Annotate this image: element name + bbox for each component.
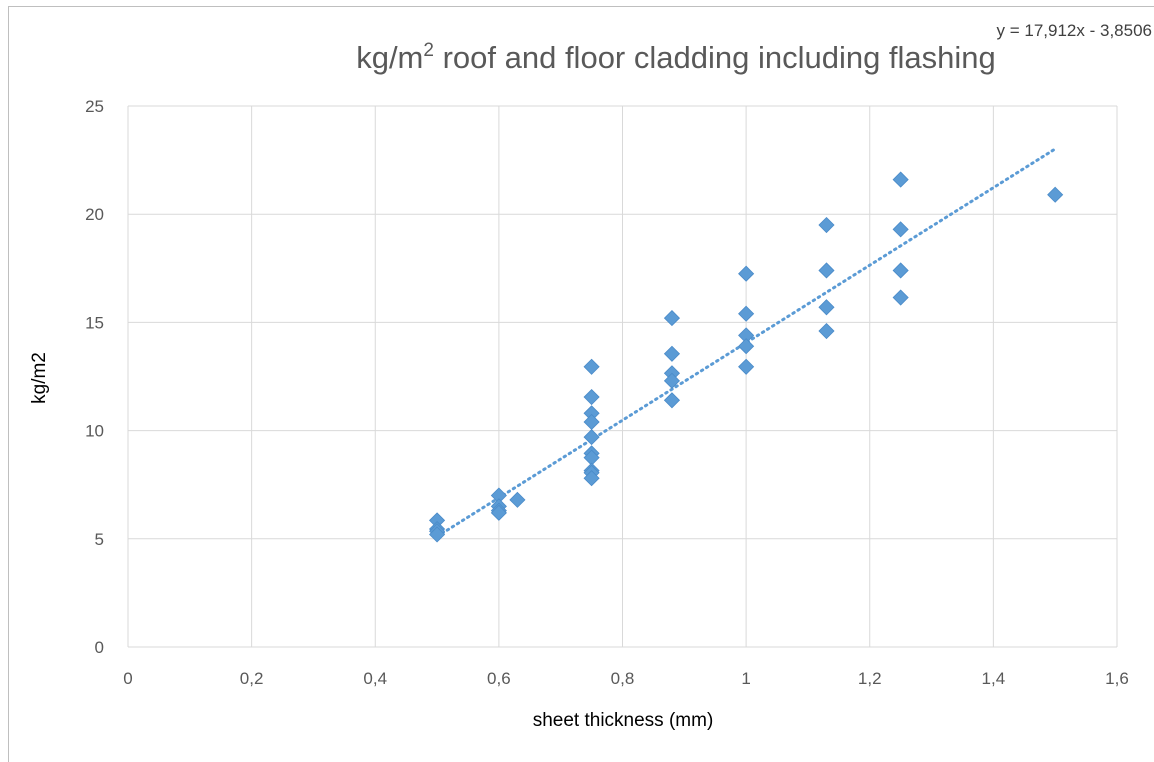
x-tick-label: 0,2 [240,669,264,688]
data-point [892,289,909,306]
data-point [428,526,446,543]
x-tick-label: 0 [123,669,132,688]
chart-title-main: kg/m [356,40,423,75]
data-point [663,310,681,327]
data-point [892,171,909,188]
data-point [509,491,526,508]
chart-frame [8,6,1154,762]
data-point [818,262,835,279]
data-point [892,262,909,279]
data-point [583,388,600,406]
data-point [818,299,835,316]
data-point [583,470,600,487]
data-point [818,216,835,234]
y-tick-label: 0 [95,638,104,657]
data-point [1047,186,1064,203]
data-point [663,392,681,409]
data-point [738,305,755,322]
data-point [738,265,755,282]
trendline-equation-label: y = 17,912x - 3,8506 [997,21,1152,40]
y-tick-label: 20 [85,205,104,224]
data-point [490,504,507,521]
y-tick-label: 25 [85,97,104,116]
gridlines [127,105,1118,648]
data-point [818,322,835,340]
y-tick-label: 10 [85,422,104,441]
y-tick-label: 5 [95,530,104,549]
x-tick-label: 0,6 [487,669,511,688]
x-tick-label: 1,2 [858,669,882,688]
data-point [663,345,681,362]
chart-title-rest: roof and floor cladding including flashi… [434,40,996,75]
x-axis-title: sheet thickness (mm) [533,710,714,731]
x-tick-label: 1,4 [982,669,1006,688]
data-point [738,338,755,355]
y-tick-label: 15 [85,313,104,332]
x-tick-label: 1,6 [1105,669,1129,688]
tick-labels: 0 0,2 0,4 0,6 0,8 1 1,2 1,4 1,6 0 5 10 15 20 25 [85,97,1129,688]
data-points [428,171,1064,543]
y-axis-title: kg/m2 [29,352,50,404]
data-point [583,358,600,375]
data-point [583,429,600,446]
data-point [738,358,755,375]
x-tick-label: 0,8 [611,669,635,688]
data-point [892,221,909,238]
x-tick-label: 1 [741,669,750,688]
data-point [663,372,681,389]
chart-title-superscript: 2 [423,40,434,61]
x-tick-label: 0,4 [363,669,387,688]
chart-title: kg/m2 roof and floor cladding including … [356,40,996,75]
data-point [583,413,600,431]
